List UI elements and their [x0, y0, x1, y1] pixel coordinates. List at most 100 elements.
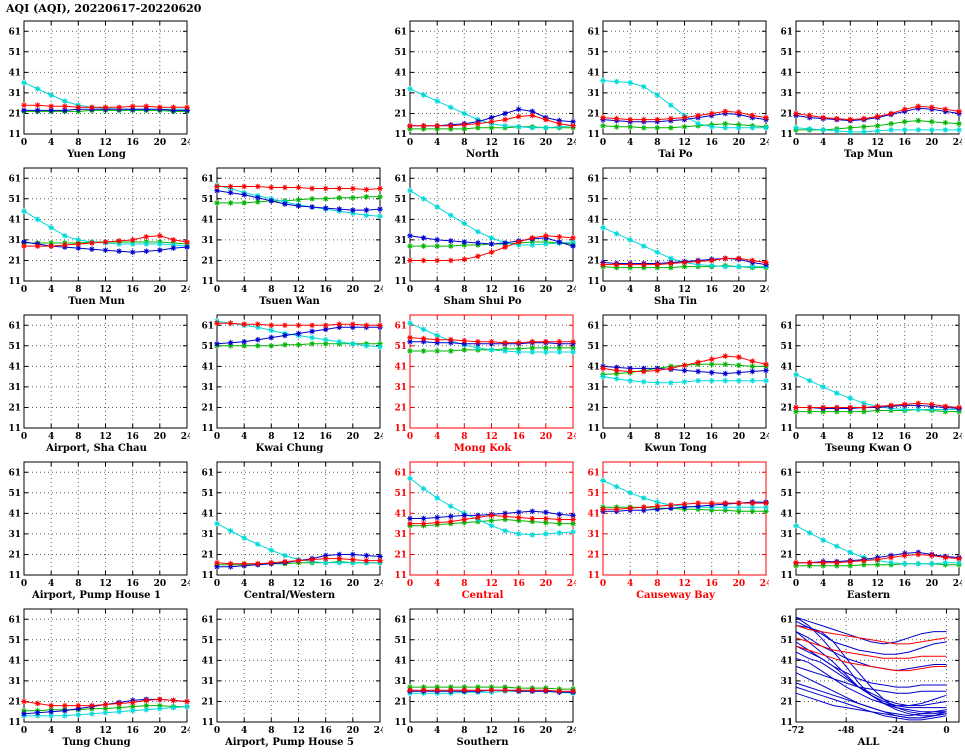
tick-label: 12	[99, 432, 112, 442]
tick-label: 21	[587, 256, 600, 266]
tick-label: 31	[587, 530, 600, 540]
tick-label: 61	[587, 174, 600, 184]
tick-label: 8	[268, 285, 274, 295]
tick-label: 61	[8, 27, 21, 37]
tick-label: 61	[394, 321, 407, 331]
panel-title-mong-kok: Mong Kok	[453, 443, 512, 454]
chart-panel-tseung-kwan-o: 11 21 31 41 51 61 0 4 8 12 16 20 24 Tseung Kwan O	[772, 311, 965, 458]
tick-label: 8	[268, 432, 274, 442]
tick-label: 16	[512, 726, 525, 736]
tick-label: 0	[793, 432, 799, 442]
tick-label: 31	[587, 383, 600, 393]
tick-label: 21	[201, 256, 214, 266]
tick-label: 11	[8, 571, 21, 581]
tick-label: 12	[99, 726, 112, 736]
tick-label: 51	[201, 489, 214, 499]
tick-label: 51	[8, 636, 21, 646]
tick-label: 41	[201, 215, 214, 225]
plot-central-western: 11 21 31 41 51 61 0 4 8 12 16 20 24	[201, 461, 386, 589]
tick-label: 41	[8, 362, 21, 372]
tick-label: 41	[587, 68, 600, 78]
tick-label: 51	[201, 636, 214, 646]
panel-title-airport-sha-chau: Airport, Sha Chau	[46, 443, 147, 454]
tick-label: 61	[394, 615, 407, 625]
tick-label: 12	[292, 579, 305, 589]
tick-label: 4	[434, 726, 440, 736]
tick-label: 8	[461, 579, 467, 589]
tick-label: 51	[394, 195, 407, 205]
tick-label: 12	[871, 138, 884, 148]
tick-label: 31	[587, 89, 600, 99]
tick-label: 8	[847, 432, 853, 442]
tick-label: 21	[394, 403, 407, 413]
tick-label: 61	[780, 321, 793, 331]
tick-label: 16	[705, 432, 718, 442]
plot-airport-pump-house-1: 11 21 31 41 51 61 0 4 8 12 16 20 24	[8, 461, 193, 589]
tick-label: 41	[201, 362, 214, 372]
tick-label: 24	[760, 432, 769, 442]
tick-label: 8	[461, 432, 467, 442]
tick-label: 51	[394, 48, 407, 58]
tick-label: 20	[347, 285, 360, 295]
tick-label: 24	[374, 432, 383, 442]
tick-label: 24	[953, 138, 962, 148]
tick-label: 20	[154, 285, 167, 295]
tick-label: 21	[780, 403, 793, 413]
tick-label: 0	[21, 432, 27, 442]
tick-label: 16	[319, 432, 332, 442]
plot-tap-mun: 11 21 31 41 51 61 0 4 8 12 16 20 24	[780, 20, 965, 148]
tick-label: 20	[926, 579, 939, 589]
tick-label: 61	[201, 468, 214, 478]
tick-label: 16	[512, 138, 525, 148]
tick-label: 41	[394, 215, 407, 225]
panel-title-southern: Southern	[456, 737, 509, 748]
tick-label: 8	[461, 138, 467, 148]
tick-label: 20	[154, 726, 167, 736]
tick-label: 16	[705, 579, 718, 589]
tick-label: 24	[567, 285, 576, 295]
tick-label: 24	[567, 726, 576, 736]
tick-label: 51	[394, 489, 407, 499]
tick-label: 0	[600, 138, 606, 148]
tick-label: 16	[705, 285, 718, 295]
tick-label: 12	[292, 726, 305, 736]
chart-panel-airport-pump-house-5: 11 21 31 41 51 61 0 4 8 12 16 20 24 Airport, Pump Hou…	[193, 605, 386, 752]
chart-panel-causeway-bay: 11 21 31 41 51 61 0 4 8 12 16 20 24 Causeway Bay	[579, 458, 772, 605]
tick-label: 11	[394, 277, 407, 287]
tick-label: 51	[8, 48, 21, 58]
chart-panel-eastern: 11 21 31 41 51 61 0 4 8 12 16 20 24 Eastern	[772, 458, 965, 605]
tick-label: 31	[201, 383, 214, 393]
tick-label: 51	[201, 195, 214, 205]
panel-title-sha-tin: Sha Tin	[654, 296, 697, 307]
tick-label: 41	[201, 509, 214, 519]
tick-label: 16	[705, 138, 718, 148]
tick-label: 61	[394, 27, 407, 37]
tick-label: 11	[394, 130, 407, 140]
tick-label: 8	[268, 579, 274, 589]
chart-panel-tuen-mun: 11 21 31 41 51 61 0 4 8 12 16 20 24 Tuen Mun	[0, 164, 193, 311]
panel-title-kwun-tong: Kwun Tong	[644, 443, 707, 454]
tick-label: 61	[201, 615, 214, 625]
tick-label: 21	[201, 697, 214, 707]
tick-label: 12	[292, 432, 305, 442]
chart-panel-sha-tin: 11 21 31 41 51 61 0 4 8 12 16 20 24 Sha Tin	[579, 164, 772, 311]
tick-label: 61	[394, 468, 407, 478]
tick-label: 0	[407, 138, 413, 148]
tick-label: 11	[201, 571, 214, 581]
chart-panel-tsuen-wan: 11 21 31 41 51 61 0 4 8 12 16 20 24 Tsuen Wan	[193, 164, 386, 311]
tick-label: 41	[394, 362, 407, 372]
tick-label: 20	[926, 138, 939, 148]
tick-label: 21	[394, 697, 407, 707]
tick-label: 12	[678, 432, 691, 442]
tick-label: 12	[678, 138, 691, 148]
tick-label: 8	[75, 726, 81, 736]
plot-north: 11 21 31 41 51 61 0 4 8 12 16 20 24	[394, 20, 579, 148]
tick-label: 11	[201, 424, 214, 434]
tick-label: 21	[8, 550, 21, 560]
tick-label: 12	[485, 285, 498, 295]
tick-label: 61	[587, 321, 600, 331]
tick-label: 20	[733, 432, 746, 442]
chart-panel-kwun-tong: 11 21 31 41 51 61 0 4 8 12 16 20 24 Kwun Tong	[579, 311, 772, 458]
tick-label: 61	[780, 615, 793, 625]
chart-panel-tung-chung: 11 21 31 41 51 61 0 4 8 12 16 20 24 Tung Chung	[0, 605, 193, 752]
